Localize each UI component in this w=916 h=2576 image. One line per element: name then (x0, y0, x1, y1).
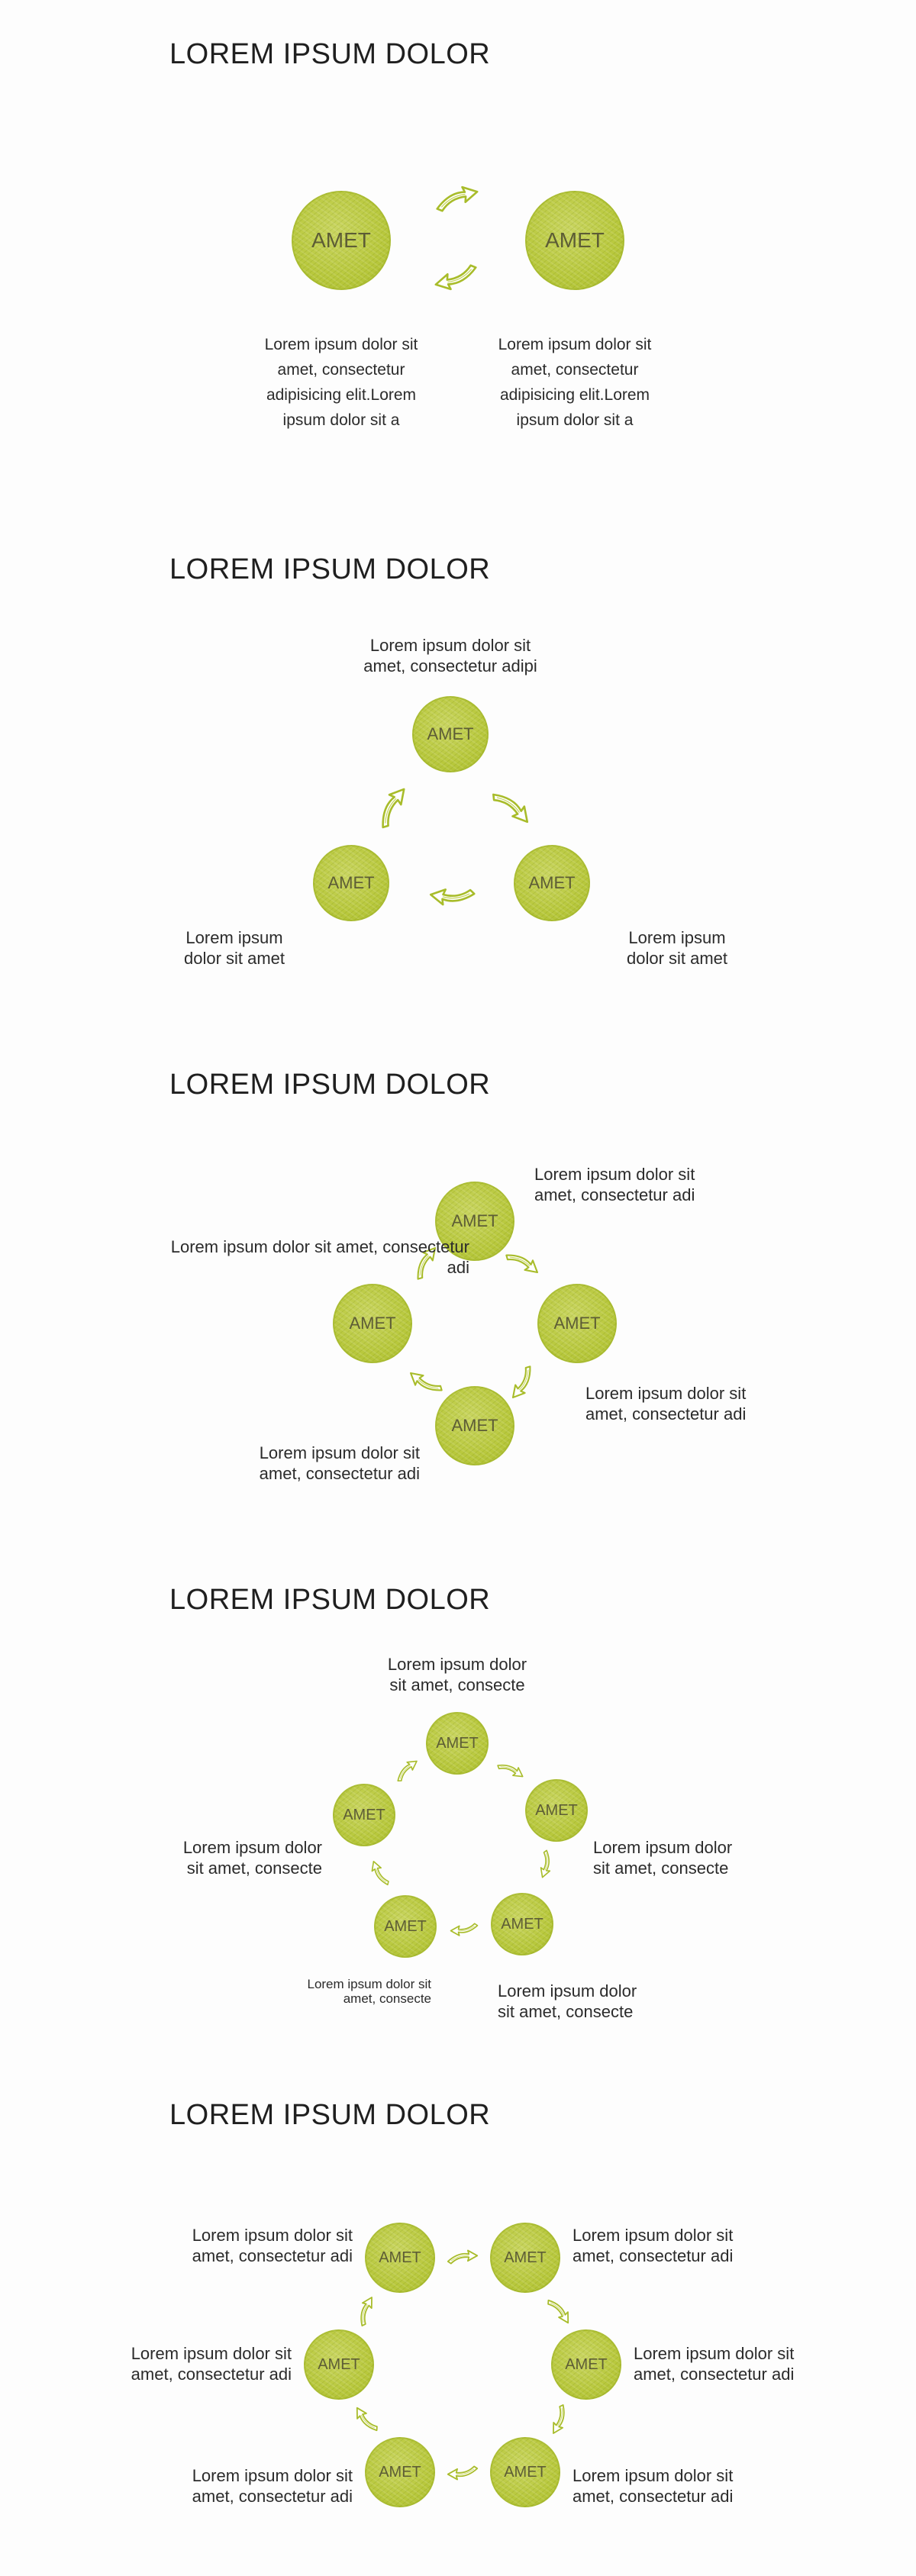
slide-three-step-cycle: LOREM IPSUM DOLOR Lorem ipsum dolor sit … (0, 515, 916, 1030)
curved-arrow-icon (430, 180, 482, 214)
cycle-node-2: AMET (525, 191, 624, 290)
cycle-node-right: AMET (514, 845, 590, 921)
right-node-description: Lorem ipsum dolor sit amet (626, 928, 728, 968)
cycle-node-top: AMET (412, 696, 489, 772)
right-node-description: Lorem ipsum dolor sit amet, consecte (593, 1838, 733, 1878)
node-label: AMET (528, 873, 576, 892)
top-node-description: Lorem ipsum dolor sit amet, consectetur … (534, 1165, 695, 1204)
cycle-node-left: AMET (313, 845, 389, 921)
node-label: AMET (349, 1314, 396, 1333)
curved-arrow-icon (446, 2248, 479, 2265)
top-node-description: Lorem ipsum dolor sit amet, consecte (387, 1655, 527, 1694)
node-label: AMET (436, 1734, 479, 1752)
top-node-description: Lorem ipsum dolor sit amet, consectetur … (363, 636, 537, 675)
mid-right-node-description: Lorem ipsum dolor sit amet, consectetur … (634, 2344, 795, 2384)
slide-title: LOREM IPSUM DOLOR (169, 1584, 491, 1616)
curved-arrow-icon (544, 2291, 576, 2329)
cycle-node-bottom-left: AMET (365, 2437, 435, 2507)
node-label: AMET (311, 228, 371, 252)
curved-arrow-icon (389, 1754, 423, 1784)
curved-arrow-icon (495, 1754, 528, 1784)
curved-arrow-icon (403, 1363, 447, 1404)
curved-arrow-icon (426, 882, 479, 914)
node-label: AMET (451, 1416, 498, 1435)
curved-arrow-icon (366, 1857, 391, 1891)
curved-arrow-icon (446, 2465, 479, 2482)
bottom-right-node-description: Lorem ipsum dolor sit amet, consectetur … (572, 2466, 734, 2506)
node-label: AMET (379, 2249, 421, 2266)
cycle-node-left: AMET (333, 1284, 412, 1363)
slide-five-step-cycle: LOREM IPSUM DOLOR Lorem ipsum dolor sit … (0, 1546, 916, 2061)
node-label: AMET (504, 2463, 547, 2481)
curved-arrow-icon (534, 1848, 559, 1881)
top-right-node-description: Lorem ipsum dolor sit amet, consectetur … (572, 2226, 734, 2265)
node-label: AMET (327, 873, 375, 892)
cycle-node-bottom: AMET (435, 1386, 514, 1465)
cycle-node-bottom-right: AMET (491, 1893, 553, 1955)
node-label: AMET (535, 1801, 578, 1819)
node-label: AMET (384, 1917, 427, 1935)
top-left-node-description: Lorem ipsum dolor sit amet, consectetur … (192, 2226, 353, 2265)
mid-left-node-description: Lorem ipsum dolor sit amet, consectetur … (131, 2344, 292, 2384)
left-node-description: Lorem ipsum dolor sit amet (183, 928, 285, 968)
node-label: AMET (379, 2463, 421, 2481)
curved-arrow-icon (349, 2291, 380, 2329)
left-node-description: Lorem ipsum dolor sit amet, consecte (182, 1838, 322, 1878)
slide-title: LOREM IPSUM DOLOR (169, 553, 491, 585)
curved-arrow-icon (430, 263, 482, 297)
cycle-node-1: AMET (292, 191, 391, 290)
node-label: AMET (504, 2249, 547, 2266)
curved-arrow-icon (449, 1923, 479, 1938)
curved-arrow-icon (502, 1241, 546, 1282)
cycle-node-top-right: AMET (490, 2223, 560, 2293)
curved-arrow-icon (488, 779, 538, 833)
cycle-node-bottom-right: AMET (490, 2437, 560, 2507)
curved-arrow-icon (503, 1362, 543, 1406)
left-node-description: Lorem ipsum dolor sit amet, consectetur … (170, 1237, 469, 1277)
cycle-node-bottom-left: AMET (374, 1895, 437, 1958)
slide-two-step-cycle: LOREM IPSUM DOLOR AMET AMET Lorem ipsum … (0, 0, 916, 515)
curved-arrow-icon (366, 779, 416, 833)
node-label: AMET (451, 1211, 498, 1230)
bottom-left-node-description: Lorem ipsum dolor sit amet, consectetur … (192, 2466, 353, 2506)
cycle-node-mid-left: AMET (304, 2329, 374, 2400)
right-node-description: Lorem ipsum dolor sit amet, consectetur … (585, 1384, 747, 1423)
bottom-node-description: Lorem ipsum dolor sit amet, consectetur … (259, 1443, 420, 1483)
node-label: AMET (427, 724, 474, 743)
cycle-node-right: AMET (537, 1284, 617, 1363)
node-label: AMET (318, 2355, 360, 2373)
slide-title: LOREM IPSUM DOLOR (169, 1069, 491, 1101)
cycle-node-top: AMET (435, 1182, 514, 1261)
cycle-node-mid-right: AMET (551, 2329, 621, 2400)
node-label: AMET (553, 1314, 601, 1333)
cycle-node-top: AMET (426, 1712, 489, 1775)
node-label: AMET (343, 1806, 385, 1823)
curved-arrow-icon (349, 2401, 380, 2439)
node-label: AMET (565, 2355, 608, 2373)
cycle-node-right: AMET (525, 1779, 588, 1842)
node-2-description: Lorem ipsum dolor sit amet, consectetur … (498, 336, 652, 429)
bottom-right-node-description: Lorem ipsum dolor sit amet, consecte (498, 1981, 637, 2021)
slide-six-step-cycle: LOREM IPSUM DOLOR AMET AMET AMET AMET AM… (0, 2061, 916, 2576)
slide-title: LOREM IPSUM DOLOR (169, 2099, 491, 2131)
node-1-description: Lorem ipsum dolor sit amet, consectetur … (264, 336, 418, 429)
slide-four-step-cycle: LOREM IPSUM DOLOR AMET AMET AMET AMET Lo… (0, 1030, 916, 1546)
cycle-node-top-left: AMET (365, 2223, 435, 2293)
node-label: AMET (545, 228, 605, 252)
node-label: AMET (501, 1915, 543, 1933)
curved-arrow-icon (544, 2401, 576, 2439)
bottom-left-node-description: Lorem ipsum dolor sit amet, consecte (307, 1977, 431, 2006)
cycle-node-left: AMET (333, 1784, 395, 1846)
slide-title: LOREM IPSUM DOLOR (169, 38, 491, 70)
